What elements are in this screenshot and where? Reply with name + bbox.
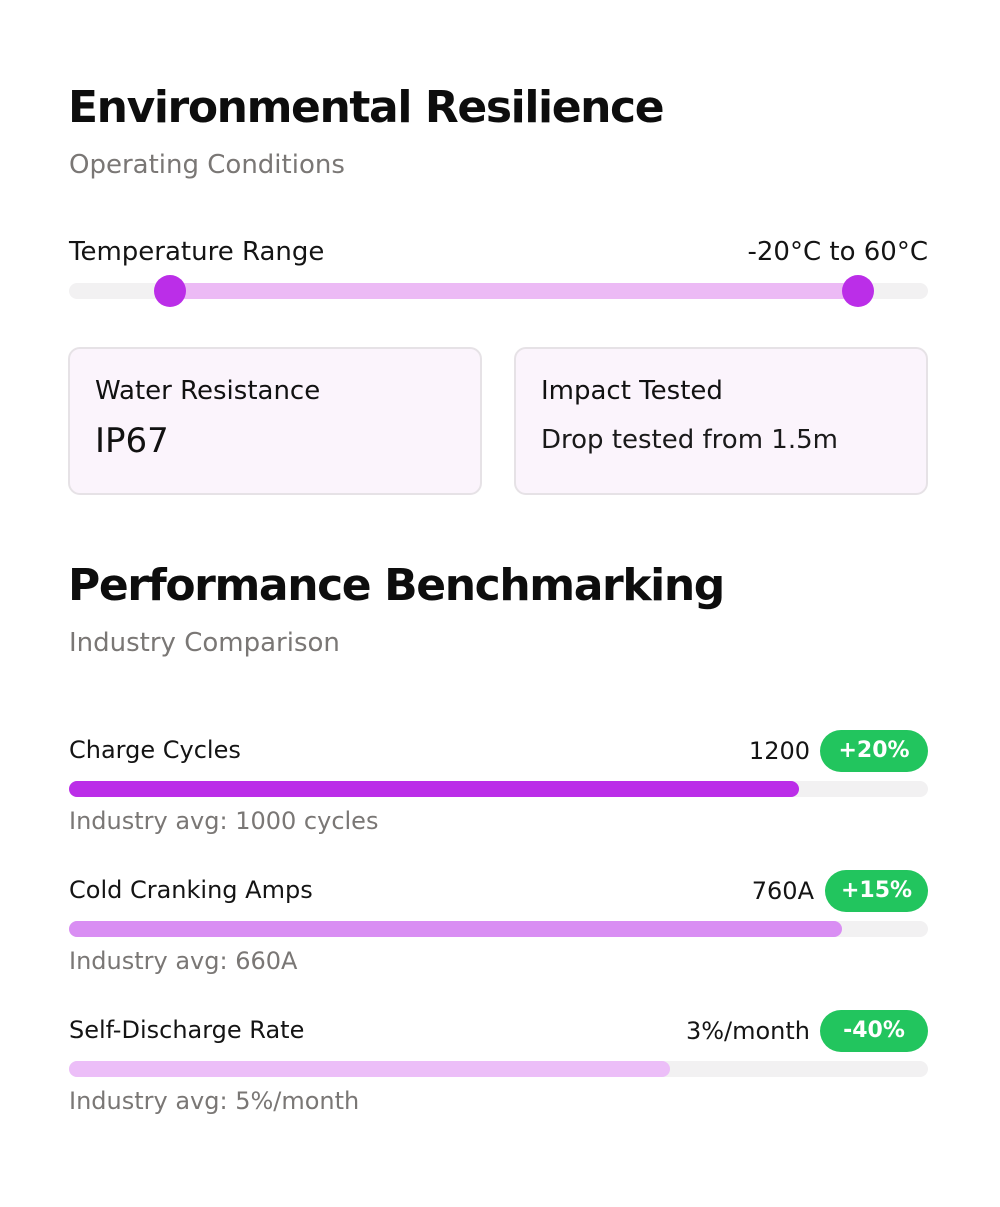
benchmark-badge-charge-cycles: +20%	[820, 730, 928, 772]
benchmark-value-cold-cranking-amps: 760A	[751, 877, 814, 905]
card-title: Impact Tested	[541, 376, 723, 406]
benchmark-value-self-discharge-rate: 3%/month	[685, 1017, 810, 1045]
water-resistance-card: Water Resistance IP67	[68, 347, 482, 495]
card-value: IP67	[95, 421, 169, 461]
temperature-value: -20°C to 60°C	[747, 237, 929, 267]
benchmark-fill-self-discharge-rate	[69, 1061, 671, 1077]
benchmark-badge-self-discharge-rate: -40%	[820, 1010, 928, 1052]
benchmark-fill-charge-cycles	[69, 781, 800, 797]
temperature-label: Temperature Range	[69, 237, 325, 267]
section-title-performance: Performance Benchmarking	[68, 560, 725, 611]
benchmark-average-charge-cycles: Industry avg: 1000 cycles	[69, 807, 379, 835]
benchmark-average-cold-cranking-amps: Industry avg: 660A	[69, 947, 298, 975]
benchmark-fill-cold-cranking-amps	[69, 921, 843, 937]
section-subtitle-environmental: Operating Conditions	[69, 150, 345, 180]
benchmark-badge-cold-cranking-amps: +15%	[825, 870, 928, 912]
temperature-range-fill	[170, 283, 858, 299]
section-title-environmental: Environmental Resilience	[68, 82, 665, 133]
benchmark-label-cold-cranking-amps: Cold Cranking Amps	[69, 876, 313, 904]
card-value: Drop tested from 1.5m	[541, 425, 838, 455]
card-title: Water Resistance	[95, 376, 321, 406]
benchmark-average-self-discharge-rate: Industry avg: 5%/month	[69, 1087, 360, 1115]
impact-tested-card: Impact Tested Drop tested from 1.5m	[514, 347, 928, 495]
benchmark-label-self-discharge-rate: Self-Discharge Rate	[69, 1016, 305, 1044]
benchmark-label-charge-cycles: Charge Cycles	[69, 736, 241, 764]
benchmark-value-charge-cycles: 1200	[748, 737, 810, 765]
temperature-min-handle[interactable]	[154, 275, 187, 307]
temperature-max-handle[interactable]	[841, 275, 874, 307]
section-subtitle-performance: Industry Comparison	[69, 628, 340, 658]
